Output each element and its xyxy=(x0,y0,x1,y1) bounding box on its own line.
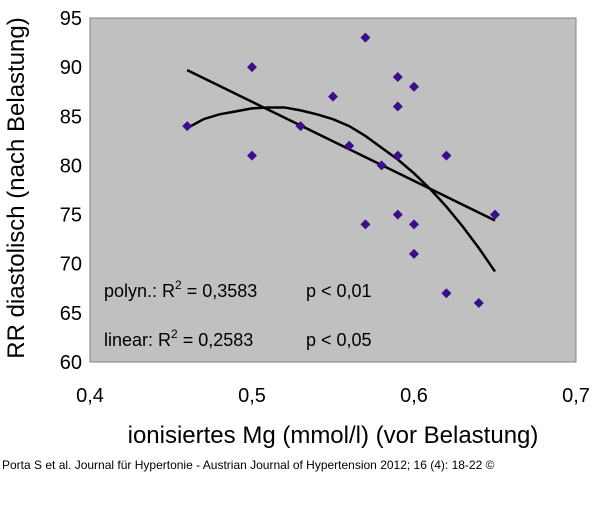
data-point xyxy=(392,150,403,161)
data-point xyxy=(295,121,306,132)
y-axis-title: RR diastolisch (nach Belastung) xyxy=(3,17,30,359)
y-tick-label: 85 xyxy=(60,106,82,128)
data-point xyxy=(392,209,403,220)
polynomial-trendline xyxy=(186,106,497,273)
y-tick-label: 60 xyxy=(60,352,82,374)
y-tick-label: 80 xyxy=(60,155,82,177)
annotation-polynomial-model: polyn.: xyxy=(104,281,162,301)
data-point xyxy=(392,71,403,82)
data-point xyxy=(409,219,419,230)
annotation-linear: linear: R2 = 0,2583 xyxy=(104,327,253,350)
annotation-polynomial: polyn.: R2 = 0,3583 xyxy=(104,278,257,301)
x-tick-label: 0,7 xyxy=(562,385,590,407)
x-axis-title: ionisiertes Mg (mmol/l) (vor Belastung) xyxy=(128,422,539,449)
data-point xyxy=(360,32,371,43)
data-point xyxy=(441,150,452,161)
data-point xyxy=(392,101,403,112)
data-point xyxy=(328,91,338,102)
annotation-linear-model: linear: xyxy=(104,330,158,350)
annotation-linear-r-base: R xyxy=(158,330,171,350)
annotation-linear-r-sup: 2 xyxy=(171,327,178,341)
annotation-polynomial-r-base: R xyxy=(162,281,175,301)
y-tick-label: 95 xyxy=(60,8,82,30)
x-tick-label: 0,4 xyxy=(76,385,104,407)
data-point xyxy=(182,121,193,132)
annotation-polynomial-r-value: = 0,3583 xyxy=(182,281,258,301)
annotation-linear-r-value: = 0,2583 xyxy=(178,330,254,350)
plot-area xyxy=(89,17,577,363)
data-point xyxy=(247,150,257,161)
y-tick-label: 70 xyxy=(60,254,82,276)
y-tick-label: 75 xyxy=(60,205,82,227)
data-point xyxy=(441,288,452,299)
source-caption: Porta S et al. Journal für Hypertonie - … xyxy=(2,458,495,472)
data-point xyxy=(247,62,257,73)
data-point xyxy=(409,248,419,259)
data-point xyxy=(376,160,387,171)
data-point xyxy=(473,298,484,309)
data-point xyxy=(344,140,355,151)
data-point xyxy=(360,219,371,230)
data-point xyxy=(409,81,419,92)
annotation-polynomial-r-sup: 2 xyxy=(175,278,182,292)
annotation-linear-p: p < 0,05 xyxy=(306,330,372,350)
x-tick-label: 0,5 xyxy=(238,385,266,407)
data-points xyxy=(182,32,500,309)
x-axis-ticks: 0,4 0,5 0,6 0,7 xyxy=(76,385,590,407)
x-tick-label: 0,6 xyxy=(400,385,428,407)
y-axis-ticks: 60 65 70 75 80 85 90 95 xyxy=(60,8,82,374)
linear-trendline xyxy=(186,68,496,222)
y-tick-label: 65 xyxy=(60,303,82,325)
annotation-polynomial-p: p < 0,01 xyxy=(306,281,372,301)
data-point xyxy=(490,209,500,220)
y-tick-label: 90 xyxy=(60,57,82,79)
